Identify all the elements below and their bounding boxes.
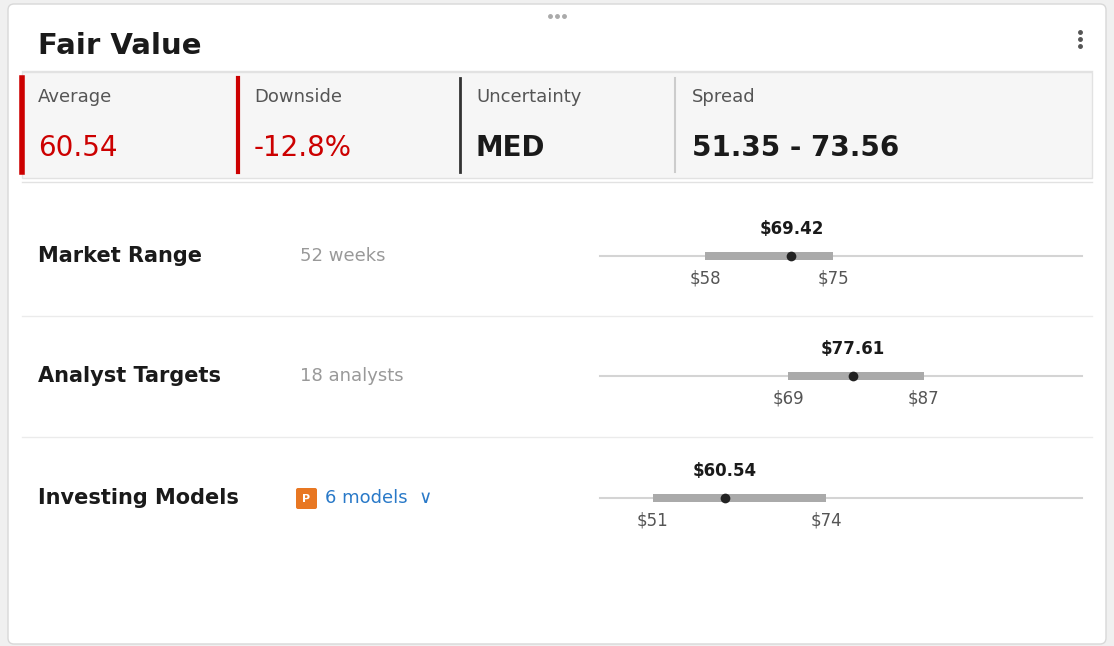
- Text: MED: MED: [476, 134, 546, 162]
- Text: $69.42: $69.42: [760, 220, 823, 238]
- Text: 6 models  ∨: 6 models ∨: [325, 489, 432, 507]
- Text: 51.35 - 73.56: 51.35 - 73.56: [692, 134, 899, 162]
- Text: Downside: Downside: [254, 88, 342, 106]
- Text: -12.8%: -12.8%: [254, 134, 352, 162]
- FancyBboxPatch shape: [8, 4, 1106, 644]
- Text: Market Range: Market Range: [38, 246, 202, 266]
- Text: $87: $87: [908, 390, 939, 408]
- Text: P: P: [302, 494, 311, 503]
- FancyBboxPatch shape: [296, 488, 317, 509]
- Text: Investing Models: Investing Models: [38, 488, 238, 508]
- Text: $77.61: $77.61: [821, 340, 886, 358]
- Text: Analyst Targets: Analyst Targets: [38, 366, 221, 386]
- Text: Fair Value: Fair Value: [38, 32, 202, 60]
- Bar: [22, 72, 1092, 178]
- Bar: [653, 494, 825, 502]
- Bar: [789, 372, 924, 380]
- Text: 60.54: 60.54: [38, 134, 117, 162]
- Text: $51: $51: [637, 512, 668, 530]
- Text: Uncertainty: Uncertainty: [476, 88, 582, 106]
- Text: $58: $58: [690, 270, 721, 288]
- Text: Average: Average: [38, 88, 113, 106]
- Text: $60.54: $60.54: [693, 462, 756, 480]
- Text: Spread: Spread: [692, 88, 755, 106]
- Bar: [705, 252, 833, 260]
- Text: 18 analysts: 18 analysts: [300, 367, 403, 385]
- Text: $75: $75: [818, 270, 849, 288]
- Text: $74: $74: [810, 512, 842, 530]
- Text: $69: $69: [772, 390, 804, 408]
- Text: 52 weeks: 52 weeks: [300, 247, 385, 265]
